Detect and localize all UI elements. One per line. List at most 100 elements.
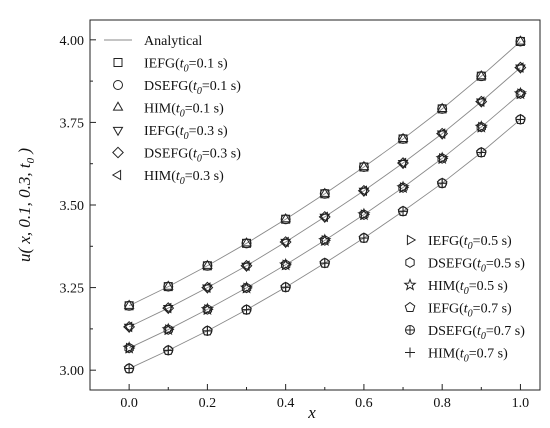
x-axis-title: x bbox=[307, 403, 316, 422]
legend-label: DSEFG(t0=0.3 s) bbox=[144, 147, 241, 165]
analytical-curve bbox=[128, 41, 521, 307]
data-point bbox=[162, 302, 172, 314]
data-point bbox=[320, 234, 330, 246]
data-point bbox=[513, 86, 528, 100]
analytical-curves bbox=[128, 41, 521, 369]
data-point bbox=[359, 209, 369, 220]
legend-marker bbox=[112, 101, 124, 111]
data-markers bbox=[122, 35, 528, 374]
x-tick-label: 1.0 bbox=[512, 396, 530, 411]
legend-label: HIM(t0=0.1 s) bbox=[144, 102, 224, 120]
data-point bbox=[201, 281, 214, 294]
legend-label: DSEFG(t0=0.7 s) bbox=[428, 324, 525, 342]
data-point bbox=[318, 210, 331, 223]
data-point bbox=[280, 282, 291, 293]
legend-marker bbox=[404, 301, 416, 313]
data-point bbox=[241, 282, 252, 294]
data-point bbox=[476, 147, 487, 158]
data-point bbox=[280, 259, 291, 271]
data-point bbox=[280, 213, 292, 223]
data-point bbox=[319, 258, 330, 269]
legend-label: HIM(t0=0.5 s) bbox=[428, 279, 508, 297]
analytical-curve bbox=[128, 67, 521, 328]
data-point bbox=[319, 187, 331, 197]
data-point bbox=[475, 96, 485, 107]
legend-marker bbox=[111, 169, 122, 181]
data-point bbox=[240, 260, 250, 272]
data-point bbox=[396, 180, 410, 194]
y-axis-title: u( x, 0.1, 0.3, t0 ) bbox=[15, 148, 37, 262]
legend-marker bbox=[403, 278, 417, 291]
x-tick-label: 0.2 bbox=[199, 396, 217, 411]
data-point bbox=[161, 322, 175, 336]
legend-marker bbox=[112, 146, 124, 159]
data-point bbox=[202, 259, 213, 269]
x-tick-label: 0.4 bbox=[277, 396, 295, 411]
data-point bbox=[162, 280, 174, 290]
legend-label: IEFG(t0=0.1 s) bbox=[144, 57, 228, 75]
legend-label: DSEFG(t0=0.5 s) bbox=[428, 257, 525, 275]
data-point bbox=[202, 304, 213, 315]
data-point bbox=[435, 128, 446, 140]
legend-marker bbox=[112, 126, 124, 137]
data-point bbox=[358, 233, 369, 244]
data-point bbox=[396, 157, 407, 169]
data-point bbox=[241, 237, 252, 247]
data-point bbox=[123, 299, 135, 309]
data-point bbox=[436, 102, 448, 112]
data-point bbox=[397, 157, 409, 169]
data-point bbox=[239, 280, 254, 294]
data-point bbox=[475, 95, 488, 108]
y-title-end: ) bbox=[15, 148, 34, 158]
data-point bbox=[514, 61, 527, 74]
data-point bbox=[241, 304, 252, 315]
legend-label: HIM(t0=0.7 s) bbox=[428, 347, 508, 365]
data-point bbox=[515, 114, 526, 125]
data-point bbox=[435, 151, 449, 165]
legend-marker bbox=[406, 234, 417, 246]
y-title-subscript: 0 bbox=[25, 157, 37, 163]
data-point bbox=[122, 321, 133, 333]
data-point bbox=[240, 259, 253, 272]
data-point bbox=[515, 88, 526, 100]
y-tick-label: 3.25 bbox=[60, 282, 85, 297]
legend-marker bbox=[405, 257, 415, 268]
data-point bbox=[357, 207, 371, 221]
data-point bbox=[476, 121, 486, 133]
y-tick-label: 3.50 bbox=[60, 199, 85, 214]
data-point bbox=[397, 132, 409, 143]
analytical-curve bbox=[128, 93, 521, 349]
legend-marker bbox=[113, 80, 123, 90]
legend-label: IEFG(t0=0.3 s) bbox=[144, 124, 228, 142]
data-point bbox=[436, 127, 449, 140]
data-point bbox=[475, 69, 487, 80]
data-point bbox=[515, 35, 526, 45]
data-point bbox=[124, 363, 135, 374]
data-point bbox=[437, 153, 447, 164]
data-point bbox=[163, 345, 174, 356]
data-point bbox=[398, 182, 408, 193]
legend-label: HIM(t0=0.3 s) bbox=[144, 169, 224, 187]
data-point bbox=[123, 320, 136, 333]
data-point bbox=[279, 236, 289, 248]
data-point bbox=[163, 324, 173, 335]
axes: 0.0 0.2 0.4 0.6 0.8 1.0 3.00 3.25 3.50 3.75 4.00 bbox=[60, 34, 530, 411]
data-point bbox=[202, 325, 213, 336]
legend-marker bbox=[405, 347, 415, 358]
data-point bbox=[124, 342, 134, 354]
legend-label: DSEFG(t0=0.1 s) bbox=[144, 79, 241, 97]
data-point bbox=[398, 206, 409, 217]
legend-label: IEFG(t0=0.5 s) bbox=[428, 234, 512, 252]
data-point bbox=[318, 211, 328, 223]
data-point bbox=[514, 62, 524, 73]
data-point bbox=[279, 236, 292, 248]
y-title-main: u( x, 0.1, 0.3, t bbox=[15, 162, 34, 262]
legend-marker bbox=[405, 325, 415, 335]
data-point bbox=[279, 257, 293, 271]
x-tick-label: 0.0 bbox=[120, 396, 138, 411]
data-point bbox=[437, 178, 448, 189]
data-point bbox=[358, 160, 370, 171]
data-point bbox=[201, 282, 211, 293]
data-point bbox=[318, 233, 332, 246]
